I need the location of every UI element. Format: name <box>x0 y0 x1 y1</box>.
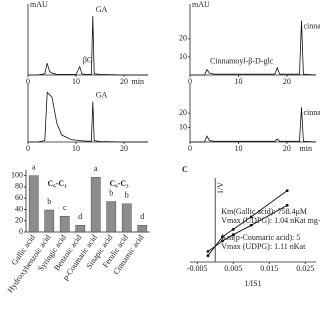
x-tick-label: 0.025 <box>296 264 314 273</box>
kinetics-note: Vmax (UDPG): 1.11 nKat <box>221 242 306 251</box>
x-tick-label: 20 <box>120 77 128 86</box>
x-tick-label: 0.015 <box>260 264 278 273</box>
chromatogram-trace <box>190 107 317 143</box>
bar <box>121 203 132 233</box>
data-point <box>231 233 235 237</box>
peak-label: GA <box>96 5 108 14</box>
y-tick-label: 100 <box>11 170 23 179</box>
x-tick-label: 10 <box>72 77 80 86</box>
x-tick-label: 0.005 <box>224 264 242 273</box>
chromatogram-trace <box>190 20 317 76</box>
data-point <box>231 228 235 231</box>
y-axis-label: mAU <box>192 0 210 9</box>
data-point <box>206 254 210 258</box>
significance-letter: a <box>94 164 98 173</box>
significance-letter: d <box>78 212 82 221</box>
x-axis-label: min <box>132 77 144 86</box>
kinetics-note: Km(p-Coumaric acid): 5 <box>221 233 300 242</box>
x-tick-label: 10 <box>234 144 242 153</box>
y-tick-label: 0 <box>19 227 23 236</box>
peak-label: cinnamic acid <box>303 22 320 31</box>
bar <box>59 216 70 233</box>
significance-letter: d <box>140 212 144 221</box>
bar <box>90 177 101 233</box>
peak-label: Cinnamoyl-β-D-glc <box>210 57 274 66</box>
axes <box>189 84 316 143</box>
y-tick-label: 10 <box>179 122 187 131</box>
y-tick-label: 10 <box>179 52 187 61</box>
x-tick-label: 20 <box>283 144 291 153</box>
data-point <box>206 250 210 253</box>
bar <box>106 201 117 233</box>
bar <box>137 225 148 233</box>
peak-label: βG <box>83 56 93 65</box>
panel-label: C <box>182 165 188 174</box>
bar <box>28 175 39 233</box>
chromatogram-trace <box>28 91 148 143</box>
data-point <box>221 235 224 239</box>
x-tick-label: 0 <box>188 77 192 86</box>
bar <box>44 209 55 233</box>
x-axis-label: 1/IS1 <box>244 279 261 288</box>
y-tick-label: 80 <box>15 182 23 191</box>
y-axis-label: 1/V <box>216 182 225 194</box>
x-tick-label: 10 <box>72 144 80 153</box>
group-label: C₆-C₃ <box>109 179 129 188</box>
significance-letter: c <box>63 203 67 212</box>
y-axis-label: mAU <box>30 0 48 9</box>
x-axis-label: min <box>300 144 312 153</box>
significance-letter: b <box>109 188 113 197</box>
peak-label: cinnamic acid <box>303 108 320 117</box>
y-tick-label: 40 <box>15 204 23 213</box>
x-tick-label: 0 <box>26 144 30 153</box>
kinetics-note: Vmax (UDPG): 1.04 nKat mg-1 <box>221 216 320 225</box>
chromatogram-trace <box>28 15 148 76</box>
peak-label: GA <box>96 91 108 100</box>
x-tick-label: 20 <box>120 144 128 153</box>
data-point <box>249 223 253 227</box>
bar <box>75 225 86 233</box>
data-point <box>249 215 253 219</box>
data-point <box>285 203 289 207</box>
x-tick-label: 0 <box>188 144 192 153</box>
y-tick-label: 20 <box>179 34 187 43</box>
y-tick-label: 20 <box>179 108 187 117</box>
x-tick-label: 0 <box>26 77 30 86</box>
kinetics-note: Km(Gallic acid): 758.4μM <box>221 207 307 216</box>
significance-letter: a <box>32 162 36 171</box>
significance-letter: b <box>47 197 51 206</box>
data-point <box>221 239 224 243</box>
group-label: C₆-C₁ <box>47 179 67 188</box>
y-tick-label: 60 <box>15 193 23 202</box>
x-tick-label: 10 <box>234 77 242 86</box>
data-point <box>285 189 289 193</box>
y-tick-label: 20 <box>15 216 23 225</box>
significance-letter: b <box>125 191 129 200</box>
x-tick-label: -0.005 <box>187 264 208 273</box>
axes <box>190 178 316 263</box>
x-tick-label: 20 <box>283 77 291 86</box>
